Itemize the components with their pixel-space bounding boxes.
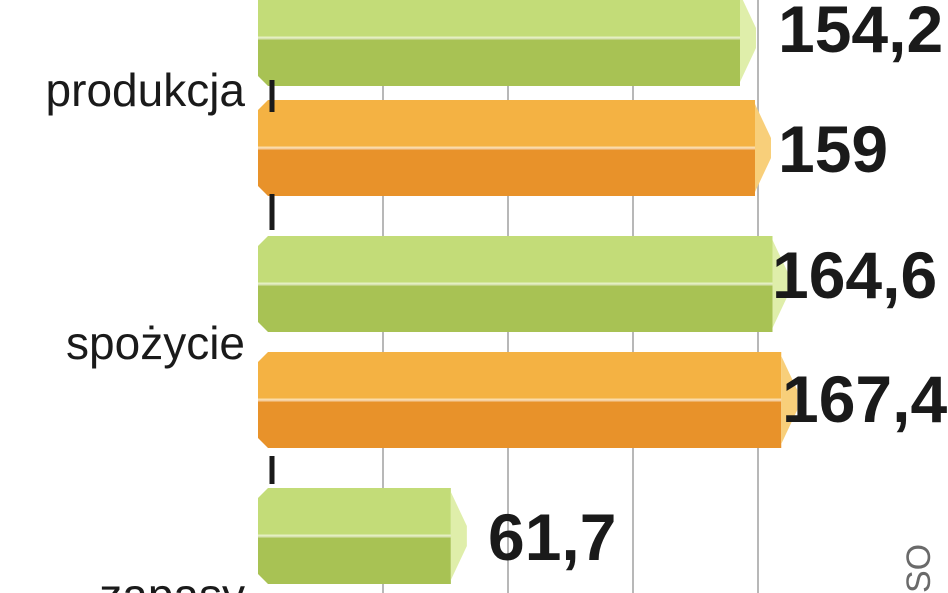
- bar-face-bottom: [258, 38, 740, 86]
- bar-end-cap: [781, 356, 798, 444]
- bar-face-bottom: [258, 284, 773, 332]
- bar-zapasy-green: [258, 488, 467, 584]
- bar-end-cap: [450, 492, 467, 580]
- source-note: SO: [900, 544, 938, 593]
- bar-face-bottom: [258, 400, 782, 448]
- bar-face-top: [258, 488, 451, 536]
- bar-face-top: [258, 100, 756, 148]
- data-label-produkcja-green: 154,2: [778, 0, 943, 66]
- bar-end-cap: [772, 240, 789, 328]
- bar-face-top: [258, 352, 782, 400]
- data-label-spozycie-green: 164,6: [772, 238, 937, 312]
- bar-end-cap: [755, 104, 772, 192]
- bars: [258, 0, 798, 584]
- bar-face-top: [258, 0, 740, 38]
- bar-produkcja-green: [258, 0, 756, 86]
- bar-end-cap: [740, 0, 756, 82]
- bar-produkcja-orange: [258, 100, 772, 196]
- bar-spozycie-orange: [258, 352, 798, 448]
- bar-face-bottom: [258, 536, 451, 584]
- category-label-produkcja: produkcja: [46, 64, 246, 116]
- bar-face-bottom: [258, 148, 756, 196]
- bar-face-top: [258, 236, 773, 284]
- data-label-zapasy-green: 61,7: [488, 500, 616, 574]
- category-label-spozycie: spożycie: [66, 317, 245, 369]
- data-label-produkcja-orange: 159: [778, 112, 888, 186]
- bar-spozycie-green: [258, 236, 789, 332]
- category-label-zapasy: zapasy: [99, 569, 245, 593]
- data-label-spozycie-orange: 167,4: [782, 362, 947, 436]
